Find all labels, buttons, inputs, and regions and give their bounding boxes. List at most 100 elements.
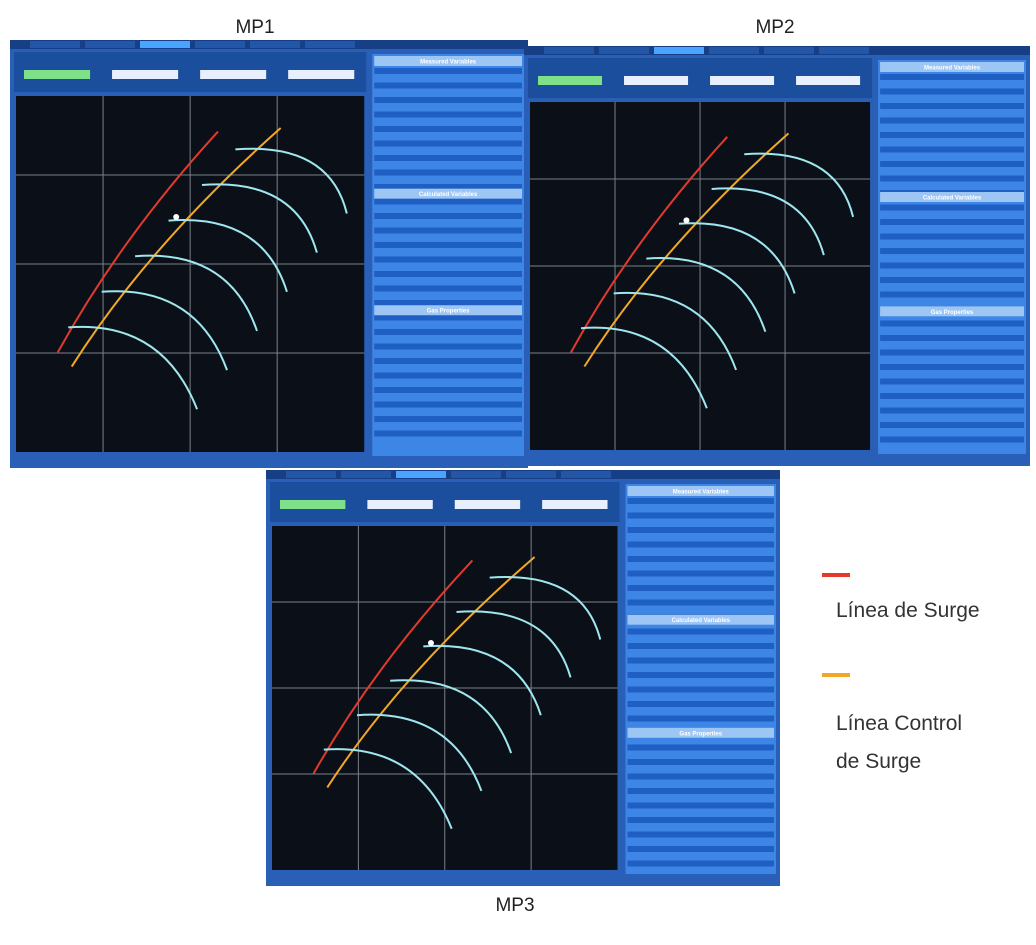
panel-row	[628, 817, 774, 823]
panel-row	[374, 300, 522, 306]
panel-row	[628, 585, 774, 591]
panel-row	[628, 701, 774, 707]
tab[interactable]	[286, 471, 336, 478]
tab[interactable]	[250, 41, 300, 48]
panel-row	[880, 379, 1024, 385]
legend-line: de Surge	[836, 750, 921, 773]
tab[interactable]	[305, 41, 355, 48]
panel-row	[374, 402, 522, 408]
panel-row	[628, 527, 774, 533]
panel-row	[628, 556, 774, 562]
panel-row	[374, 373, 522, 379]
panel-row	[880, 219, 1024, 225]
section-title: Measured Variables	[673, 490, 730, 496]
panel-row	[628, 774, 774, 780]
panel-row	[374, 170, 522, 176]
tab[interactable]	[30, 41, 80, 48]
panel-row	[628, 513, 774, 519]
operating-point	[683, 217, 689, 223]
status-box	[200, 70, 266, 79]
panel-row	[628, 803, 774, 809]
section-title: Measured Variables	[420, 60, 477, 66]
panel-row	[880, 161, 1024, 167]
panel-row	[374, 271, 522, 277]
tab[interactable]	[85, 41, 135, 48]
tab[interactable]	[709, 47, 759, 54]
tab[interactable]	[140, 41, 190, 48]
status-box	[24, 70, 90, 79]
panel-row	[374, 126, 522, 132]
tab[interactable]	[506, 471, 556, 478]
panel-row	[880, 248, 1024, 254]
tab[interactable]	[544, 47, 594, 54]
panel-row	[880, 277, 1024, 283]
tab[interactable]	[396, 471, 446, 478]
panel-row	[628, 861, 774, 867]
panel-label: MP2	[755, 17, 794, 38]
panel-row	[880, 103, 1024, 109]
screen: Measured VariablesCalculated VariablesGa…	[266, 470, 780, 886]
status-box	[288, 70, 354, 79]
panel-row	[374, 199, 522, 205]
panel-row	[628, 716, 774, 722]
tab[interactable]	[451, 471, 501, 478]
panel-row	[628, 745, 774, 751]
panel-row	[880, 89, 1024, 95]
screen: Measured Variables Calculated Variables Ga…	[10, 40, 528, 468]
panel-row	[628, 658, 774, 664]
panel-row	[880, 335, 1024, 341]
tab[interactable]	[341, 471, 391, 478]
panel-row	[374, 242, 522, 248]
panel-row	[628, 687, 774, 693]
section-title: Measured Variables	[924, 66, 981, 72]
panel-row	[374, 112, 522, 118]
panel-row	[880, 132, 1024, 138]
section-title: Calculated Variables	[923, 196, 982, 202]
status-box	[112, 70, 178, 79]
operating-point	[428, 640, 434, 646]
panel-row	[880, 234, 1024, 240]
panel-row	[374, 213, 522, 219]
panel-row	[880, 408, 1024, 414]
panel-row	[374, 141, 522, 147]
panel-row	[628, 788, 774, 794]
panel-row	[628, 759, 774, 765]
panel-row	[880, 321, 1024, 327]
panel-row	[880, 364, 1024, 370]
tab[interactable]	[654, 47, 704, 54]
panel-row	[628, 832, 774, 838]
panel-row	[628, 600, 774, 606]
panel-row	[374, 344, 522, 350]
panel-row	[628, 571, 774, 577]
status-box	[796, 76, 860, 85]
panel-row	[374, 155, 522, 161]
panel-row	[880, 176, 1024, 182]
section-title: Gas Properties	[427, 309, 470, 315]
panel-row	[628, 542, 774, 548]
panel-row	[880, 422, 1024, 428]
section-title: Gas Properties	[931, 310, 974, 316]
panel-row	[628, 672, 774, 678]
panel-row	[628, 846, 774, 852]
panel-row	[880, 74, 1024, 80]
panel-row	[880, 292, 1024, 298]
panel-row	[374, 431, 522, 437]
panel-row	[880, 205, 1024, 211]
status-box	[624, 76, 688, 85]
status-box	[367, 500, 432, 509]
tab[interactable]	[599, 47, 649, 54]
tab[interactable]	[561, 471, 611, 478]
panel-label: MP1	[235, 17, 274, 38]
panel-row	[880, 118, 1024, 124]
tab[interactable]	[819, 47, 869, 54]
section-title: Gas Properties	[679, 731, 722, 737]
panel-row	[880, 437, 1024, 443]
panel-row	[374, 387, 522, 393]
panel-row	[628, 498, 774, 504]
panel-row	[374, 228, 522, 234]
panel-row	[374, 416, 522, 422]
operating-point	[173, 214, 179, 220]
tab[interactable]	[195, 41, 245, 48]
tab[interactable]	[764, 47, 814, 54]
section-title: Calculated Variables	[419, 192, 478, 198]
